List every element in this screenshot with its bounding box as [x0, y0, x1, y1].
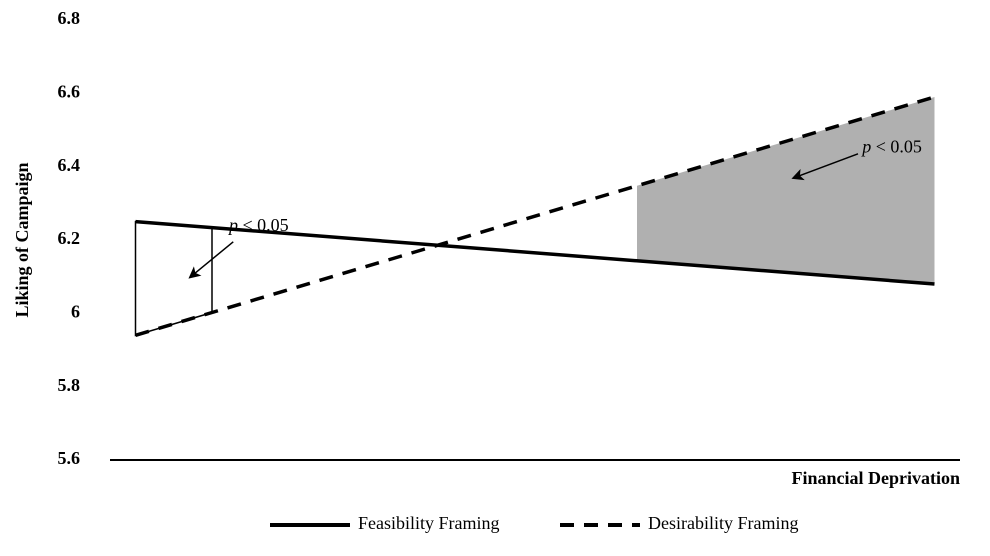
xaxis-title: Financial Deprivation [791, 468, 960, 488]
legend-label-1: Desirability Framing [648, 513, 798, 533]
yaxis-title: Liking of Campaign [12, 162, 32, 317]
ytick-label: 6.6 [58, 81, 81, 101]
error-fill-0 [136, 222, 213, 336]
ytick-label: 6.4 [58, 155, 81, 175]
ytick-label: 6 [71, 301, 80, 321]
annotation-label-0: p < 0.05 [227, 215, 289, 235]
ytick-label: 5.6 [58, 448, 81, 468]
error-fill-1 [637, 97, 935, 284]
ytick-label: 6.8 [58, 8, 81, 28]
annotation-label-1: p < 0.05 [860, 136, 922, 156]
ytick-label: 6.2 [58, 228, 81, 248]
legend-label-0: Feasibility Framing [358, 513, 500, 533]
chart-svg: 5.6 5.8 6 6.2 6.4 6.6 6.8 Liking of Campaign Fin… [0, 0, 990, 556]
interaction-chart: 5.6 5.8 6 6.2 6.4 6.6 6.8 Liking of Campaign Fin… [0, 0, 990, 556]
ytick-label: 5.8 [58, 375, 81, 395]
